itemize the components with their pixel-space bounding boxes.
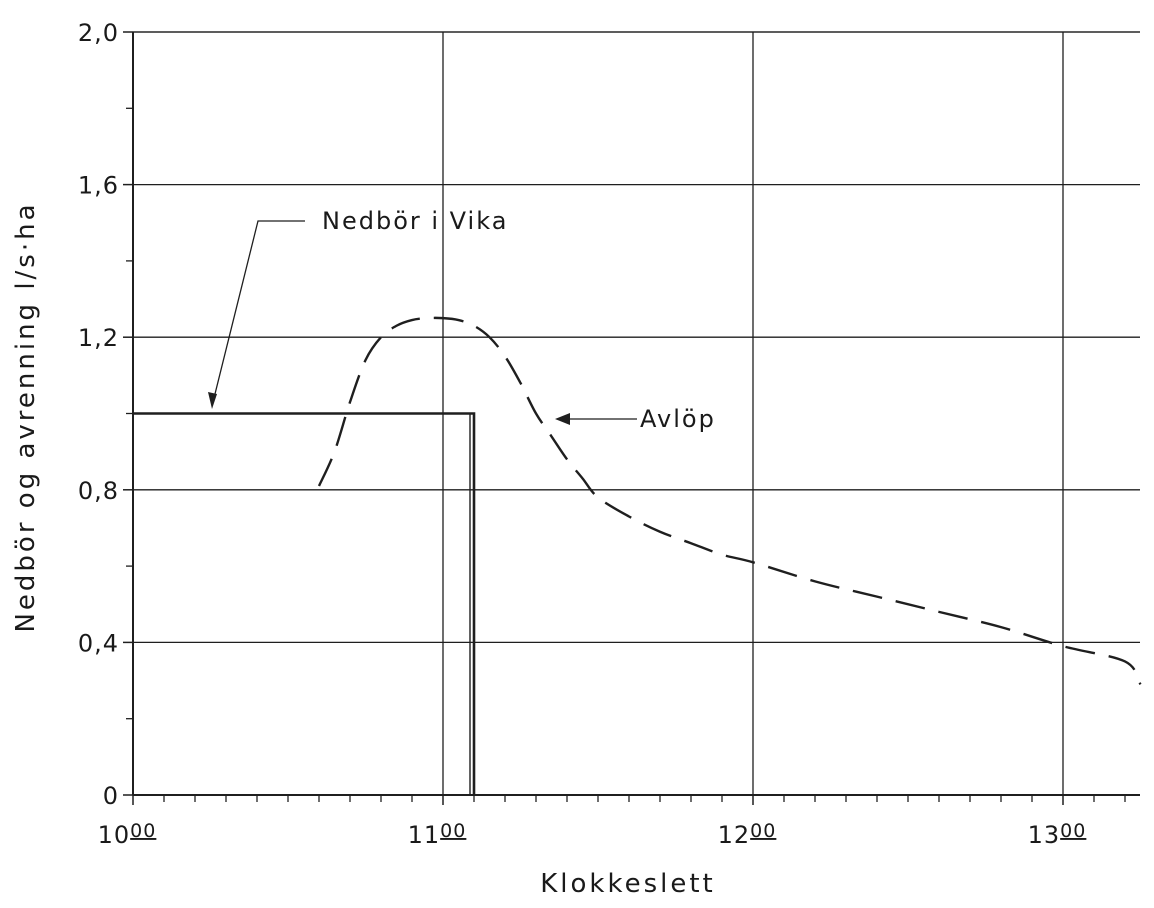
minor-ticks [126,107,1126,802]
x-tick-hour: 13 [1028,821,1061,849]
y-tick-label: 1,2 [78,324,119,352]
x-tick-label: 1300 [1028,820,1087,849]
y-tick-label: 0 [103,782,119,810]
x-axis-title: Klokkeslett [540,869,716,899]
annotation-nedbor: Nedbör i Vika [322,207,508,235]
x-tick-label: 1200 [718,820,777,849]
x-tick-minutes: 00 [130,820,156,842]
annotation-avlop: Avlöp [640,405,716,433]
series-line-nedbor [133,412,476,795]
y-tick-label: 2,0 [78,19,119,47]
series-group [133,316,1142,795]
x-tick-minutes: 00 [1060,820,1086,842]
annotation-nedbor-arrowhead [208,392,217,409]
annotations: Nedbör i Vika Avlöp [208,207,716,433]
x-tick-hour: 11 [408,821,441,849]
y-axis-title: Nedbör og avrenning l/s·ha [11,201,41,632]
x-tick-minutes: 00 [750,820,776,842]
x-tick-label: 1100 [408,820,467,849]
y-tick-label: 0,8 [78,477,119,505]
y-tick-label: 1,6 [78,172,119,200]
y-tick-label: 0,4 [78,629,119,657]
annotation-avlop-arrowhead [555,413,570,425]
series-line-avlop [317,316,1142,686]
annotation-nedbor-leader [211,220,305,407]
x-tick-minutes: 00 [440,820,466,842]
x-tick-hour: 12 [718,821,751,849]
x-tick-hour: 10 [98,821,131,849]
x-tick-label: 1000 [98,820,157,849]
